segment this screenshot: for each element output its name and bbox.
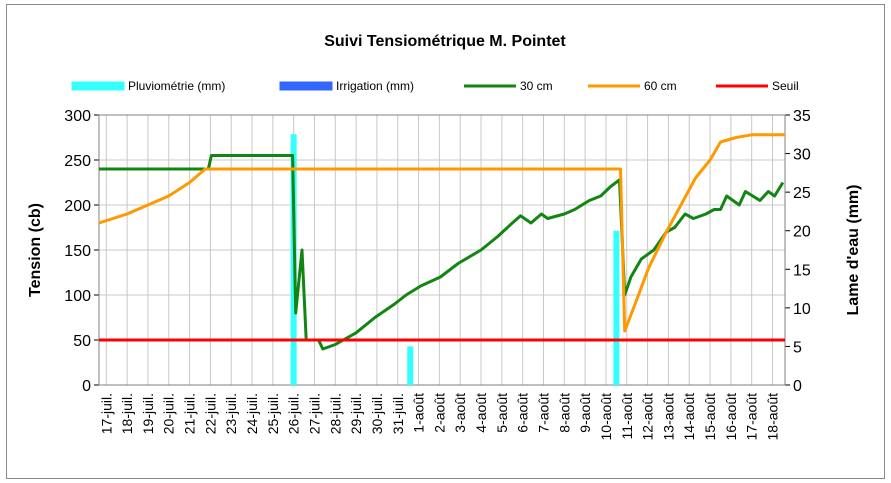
x-tick-label: 26-juil. xyxy=(286,393,302,434)
x-tick-label: 23-juil. xyxy=(223,393,239,434)
x-tick-label: 7-août xyxy=(535,393,551,433)
y2-tick-label: 10 xyxy=(793,301,811,318)
y2-tick-label: 5 xyxy=(793,339,802,356)
x-tick-label: 15-août xyxy=(702,393,718,441)
x-tick-label: 29-juil. xyxy=(348,393,364,434)
x-tick-label: 28-juil. xyxy=(327,393,343,434)
x-tick-label: 19-juil. xyxy=(140,393,156,434)
chart-frame xyxy=(6,4,885,479)
y-tick-label: 300 xyxy=(64,108,91,125)
y-tick-label: 0 xyxy=(82,378,91,395)
y2-tick-label: 15 xyxy=(793,262,811,279)
x-tick-label: 6-août xyxy=(515,393,531,433)
x-tick-label: 14-août xyxy=(681,393,697,441)
line-series xyxy=(99,154,785,351)
x-tick-label: 17-août xyxy=(744,393,760,441)
bar xyxy=(613,230,620,385)
x-tick-label: 13-août xyxy=(660,393,676,441)
x-tick-label: 24-juil. xyxy=(244,393,260,434)
x-tick-label: 21-juil. xyxy=(182,393,198,434)
x-tick-label: 10-août xyxy=(598,393,614,441)
x-tick-label: 9-août xyxy=(577,393,593,433)
y2-tick-label: 35 xyxy=(793,108,811,125)
x-tick-label: 11-août xyxy=(619,393,635,440)
legend-swatch xyxy=(71,81,125,91)
x-tick-label: 17-juil. xyxy=(98,393,114,434)
x-tick-label: 25-juil. xyxy=(265,393,281,434)
x-tick-label: 16-août xyxy=(723,393,739,441)
x-tick-label: 22-juil. xyxy=(202,393,218,434)
x-tick-label: 4-août xyxy=(473,393,489,433)
x-tick-label: 2-août xyxy=(431,393,447,433)
y2-tick-label: 25 xyxy=(793,185,811,202)
y2-tick-label: 20 xyxy=(793,224,811,241)
y-tick-label: 100 xyxy=(64,288,91,305)
x-tick-label: 30-juil. xyxy=(369,393,385,434)
plot-area xyxy=(98,114,786,386)
x-tick-label: 20-juil. xyxy=(161,393,177,434)
bar xyxy=(407,346,414,385)
y2-tick-label: 0 xyxy=(793,378,802,395)
chart-title: Suivi Tensiométrique M. Pointet xyxy=(324,33,566,50)
legend-label: Pluviométrie (mm) xyxy=(128,79,225,93)
x-tick-label: 12-août xyxy=(640,393,656,441)
line-series xyxy=(98,133,785,333)
x-tick-label: 5-août xyxy=(494,393,510,433)
y-axis-title: Tension (cb) xyxy=(27,203,44,297)
x-tick-label: 18-juil. xyxy=(119,393,135,434)
x-tick-label: 8-août xyxy=(556,393,572,433)
legend-swatch xyxy=(279,81,333,91)
x-tick-label: 1-août xyxy=(411,393,427,433)
x-tick-label: 27-juil. xyxy=(306,393,322,434)
x-tick-label: 31-juil. xyxy=(390,393,406,434)
x-tick-label: 3-août xyxy=(452,393,468,433)
y-tick-label: 200 xyxy=(64,198,91,215)
legend-label: Seuil xyxy=(772,79,799,93)
y2-axis-title: Lame d'eau (mm) xyxy=(845,185,862,316)
y-tick-label: 50 xyxy=(73,333,91,350)
legend-label: Irrigation (mm) xyxy=(336,79,414,93)
legend-label: 60 cm xyxy=(644,79,677,93)
y2-tick-label: 30 xyxy=(793,147,811,164)
y-tick-label: 250 xyxy=(64,153,91,170)
legend-label: 30 cm xyxy=(520,79,553,93)
x-tick-label: 18-août xyxy=(765,393,781,441)
y-tick-label: 150 xyxy=(64,243,91,260)
